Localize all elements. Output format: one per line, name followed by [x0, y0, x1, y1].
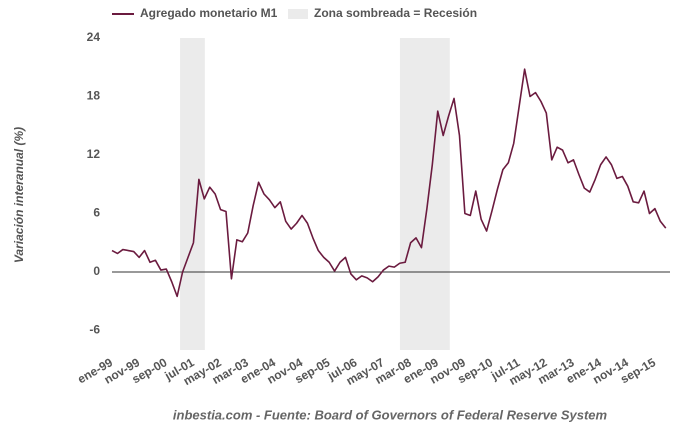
source: inbestia.com - Fuente: Board of Governor… [173, 407, 608, 422]
y-tick-label: 0 [93, 264, 100, 278]
series-line [111, 68, 667, 298]
y-tick-label: 12 [87, 147, 101, 161]
y-axis-title: Variación interanual (%) [12, 127, 26, 263]
recession-band [180, 38, 205, 350]
y-tick-label: 18 [87, 89, 101, 103]
y-tick-label: 24 [87, 30, 101, 44]
y-tick-label: -6 [89, 323, 100, 337]
y-tick-label: 6 [93, 206, 100, 220]
legend-swatch [288, 9, 308, 19]
legend-label: Zona sombreada = Recesión [314, 6, 477, 20]
recession-band [399, 38, 450, 350]
legend-label: Agregado monetario M1 [140, 6, 278, 20]
